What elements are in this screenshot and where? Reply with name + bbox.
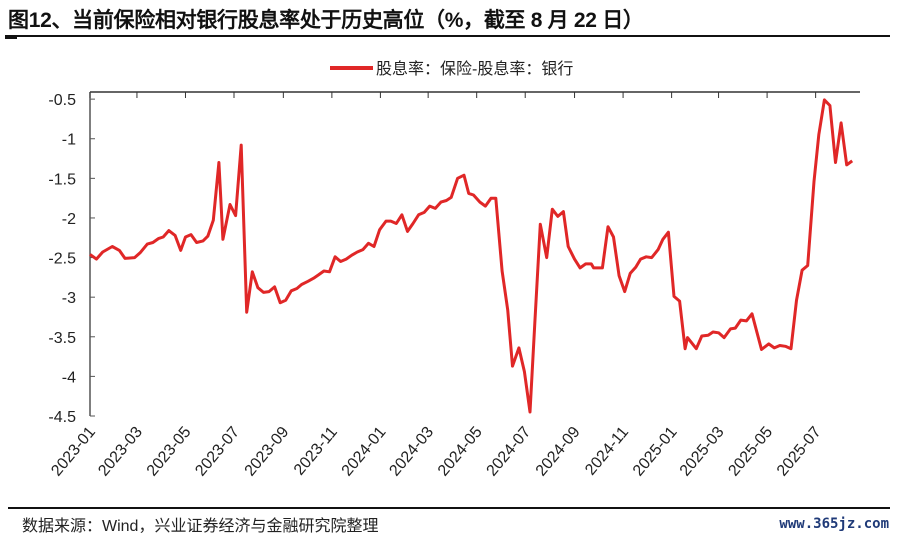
y-tick-label: -2.5: [48, 251, 76, 268]
x-tick-label: 2025-01: [630, 424, 681, 480]
y-tick-label: -2: [62, 211, 76, 228]
x-tick-label: 2024-03: [386, 424, 437, 480]
x-tick-label: 2024-01: [339, 424, 390, 480]
x-tick-label: 2023-11: [291, 424, 341, 479]
x-tick-label: 2023-09: [242, 424, 293, 480]
y-tick-label: -4.5: [48, 409, 76, 426]
x-tick-label: 2024-07: [484, 424, 535, 480]
y-tick-label: -3.5: [48, 330, 76, 347]
watermark: www.365jz.com: [779, 516, 889, 532]
y-tick-label: -0.5: [48, 92, 76, 109]
x-tick-label: 2023-07: [192, 424, 243, 480]
x-tick-label: 2024-11: [582, 424, 632, 479]
x-tick-label: 2024-05: [435, 424, 486, 480]
x-tick-label: 2023-03: [95, 424, 146, 480]
x-axis-ticks: 2023-012023-032023-052023-072023-092023-…: [48, 92, 825, 480]
x-tick-label: 2025-07: [774, 424, 825, 480]
chart-title: 图12、当前保险相对银行股息率处于历史高位（%，截至 8 月 22 日）: [8, 9, 644, 32]
source-note: 数据来源：Wind，兴业证券经济与金融研究院整理: [22, 518, 379, 535]
title-divider: [5, 35, 890, 37]
x-tick-label: 2025-03: [677, 424, 728, 480]
y-tick-label: -1.5: [48, 171, 76, 188]
y-tick-label: -3: [62, 290, 76, 307]
series-line: [89, 98, 854, 414]
y-tick-label: -1: [62, 132, 76, 149]
y-tick-label: -4: [62, 369, 76, 386]
y-axis-ticks: -0.5 -1 -1.5 -2 -2.5 -3 -3.5 -4 -4.5: [48, 92, 95, 426]
x-tick-label: 2023-01: [48, 424, 99, 480]
title-divider-stub: [5, 37, 17, 39]
x-tick-label: 2024-09: [533, 424, 584, 480]
x-tick-label: 2023-05: [144, 424, 195, 480]
footer-divider: [8, 507, 890, 509]
series-points: [89, 99, 853, 413]
axes: [89, 91, 860, 416]
legend-label: 股息率：保险-股息率：银行: [376, 60, 573, 78]
legend: 股息率：保险-股息率：银行: [330, 60, 573, 78]
x-tick-label: 2025-05: [725, 424, 776, 480]
